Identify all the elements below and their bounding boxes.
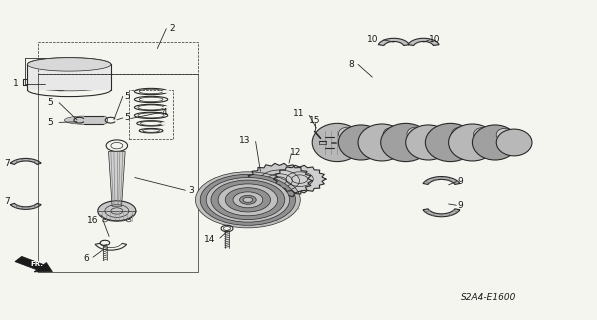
Ellipse shape [383,128,400,140]
Text: 1: 1 [13,79,19,88]
Ellipse shape [426,123,475,162]
Ellipse shape [406,125,451,160]
Text: 3: 3 [189,186,194,195]
Polygon shape [408,38,439,45]
Polygon shape [10,203,41,209]
Ellipse shape [338,125,384,160]
Text: 9: 9 [458,177,463,186]
Text: 5: 5 [47,98,53,107]
Ellipse shape [448,124,496,161]
Circle shape [206,178,290,222]
Bar [129,90,173,139]
Ellipse shape [429,128,445,141]
Text: 7: 7 [4,159,10,168]
Text: 16: 16 [87,216,99,225]
Bar [38,74,198,271]
Text: 5: 5 [124,92,130,101]
Text: FR.: FR. [30,260,43,267]
Text: 6: 6 [83,254,89,263]
Circle shape [211,180,285,220]
Text: 10: 10 [429,36,440,44]
Polygon shape [27,58,111,71]
Ellipse shape [312,123,362,162]
Polygon shape [423,209,460,217]
Polygon shape [15,256,53,272]
Text: 8: 8 [348,60,354,69]
Circle shape [225,188,270,212]
Polygon shape [27,64,111,90]
Ellipse shape [381,123,430,162]
Circle shape [239,196,256,204]
Polygon shape [423,177,460,184]
Ellipse shape [407,127,424,140]
Ellipse shape [338,127,356,140]
Circle shape [243,197,253,202]
Text: 11: 11 [293,109,304,118]
Text: 12: 12 [290,148,301,157]
Ellipse shape [473,128,490,140]
Text: 4: 4 [162,108,167,117]
Text: 7: 7 [4,197,10,206]
Circle shape [200,174,296,225]
Ellipse shape [496,129,532,156]
Circle shape [218,184,278,216]
Text: S2A4-E1600: S2A4-E1600 [461,292,517,301]
Polygon shape [247,164,312,198]
Circle shape [195,172,300,228]
Text: 10: 10 [367,36,378,44]
Text: 9: 9 [458,201,463,210]
Ellipse shape [362,128,378,141]
Text: 2: 2 [170,24,175,33]
Polygon shape [10,158,41,164]
Ellipse shape [452,127,469,140]
Ellipse shape [472,125,518,160]
Ellipse shape [496,128,512,141]
Polygon shape [273,165,326,193]
Ellipse shape [358,124,406,161]
Text: 5: 5 [47,118,53,127]
Bar [38,42,198,74]
Text: 14: 14 [204,235,215,244]
Polygon shape [378,38,410,45]
Text: 5: 5 [124,114,130,123]
Circle shape [233,192,263,208]
Polygon shape [64,116,107,124]
Text: 15: 15 [309,116,321,125]
Text: 13: 13 [239,136,251,145]
Polygon shape [98,201,136,221]
Polygon shape [109,151,125,206]
Text: FR.: FR. [30,260,43,267]
